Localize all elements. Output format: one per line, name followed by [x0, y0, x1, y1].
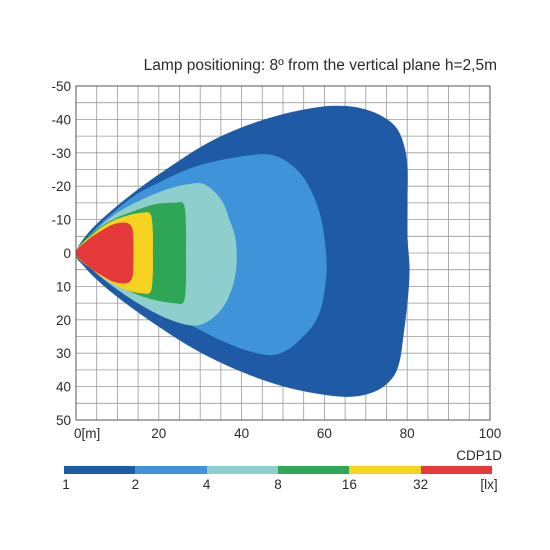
y-tick-label: 0 [63, 246, 71, 261]
y-tick-label: 40 [56, 380, 71, 395]
legend-unit: [lx] [480, 477, 498, 492]
legend-swatch [420, 466, 492, 474]
plot-frame [75, 85, 491, 421]
legend-swatch [277, 466, 350, 474]
isolux-zones [75, 105, 410, 397]
y-tick-label: -10 [51, 213, 71, 228]
legend-label: 4 [202, 477, 211, 492]
legend-label: 16 [341, 477, 357, 492]
legend-swatch [349, 466, 421, 474]
y-tick-label: -20 [51, 179, 71, 194]
x-tick-label: 80 [400, 426, 415, 441]
y-tick-label: 30 [56, 346, 71, 361]
legend-swatch [64, 466, 136, 474]
legend-label: 32 [413, 477, 429, 492]
y-tick-label: -40 [51, 112, 71, 127]
x-tick-labels: 0[m] 20 40 60 80 100 [74, 426, 501, 441]
lamp-model-label: CDP1D [456, 448, 502, 463]
x-tick-label: 100 [479, 426, 502, 441]
x-tick-label: 60 [317, 426, 332, 441]
x-tick-label: 40 [234, 426, 249, 441]
plot-border [75, 85, 491, 421]
chart-title: Lamp positioning: 8º from the vertical p… [143, 57, 497, 74]
y-tick-label: 50 [56, 413, 71, 428]
y-tick-label: -50 [51, 79, 71, 94]
legend-label: 1 [62, 477, 70, 492]
x-tick-label: 20 [151, 426, 166, 441]
y-tick-labels: -50 -40 -30 -20 -10 0 10 20 30 40 50 [51, 79, 71, 428]
legend-label: 8 [274, 477, 282, 492]
y-tick-label: -30 [51, 146, 71, 161]
y-tick-label: 10 [56, 279, 71, 294]
isolux-zone-32lx [75, 222, 134, 284]
y-tick-label: 20 [56, 313, 71, 328]
legend-label: 2 [131, 477, 140, 492]
legend-swatch [206, 466, 278, 474]
lux-legend-bar [64, 466, 492, 474]
legend-swatch [135, 466, 207, 474]
x-tick-label: 0[m] [74, 426, 100, 441]
